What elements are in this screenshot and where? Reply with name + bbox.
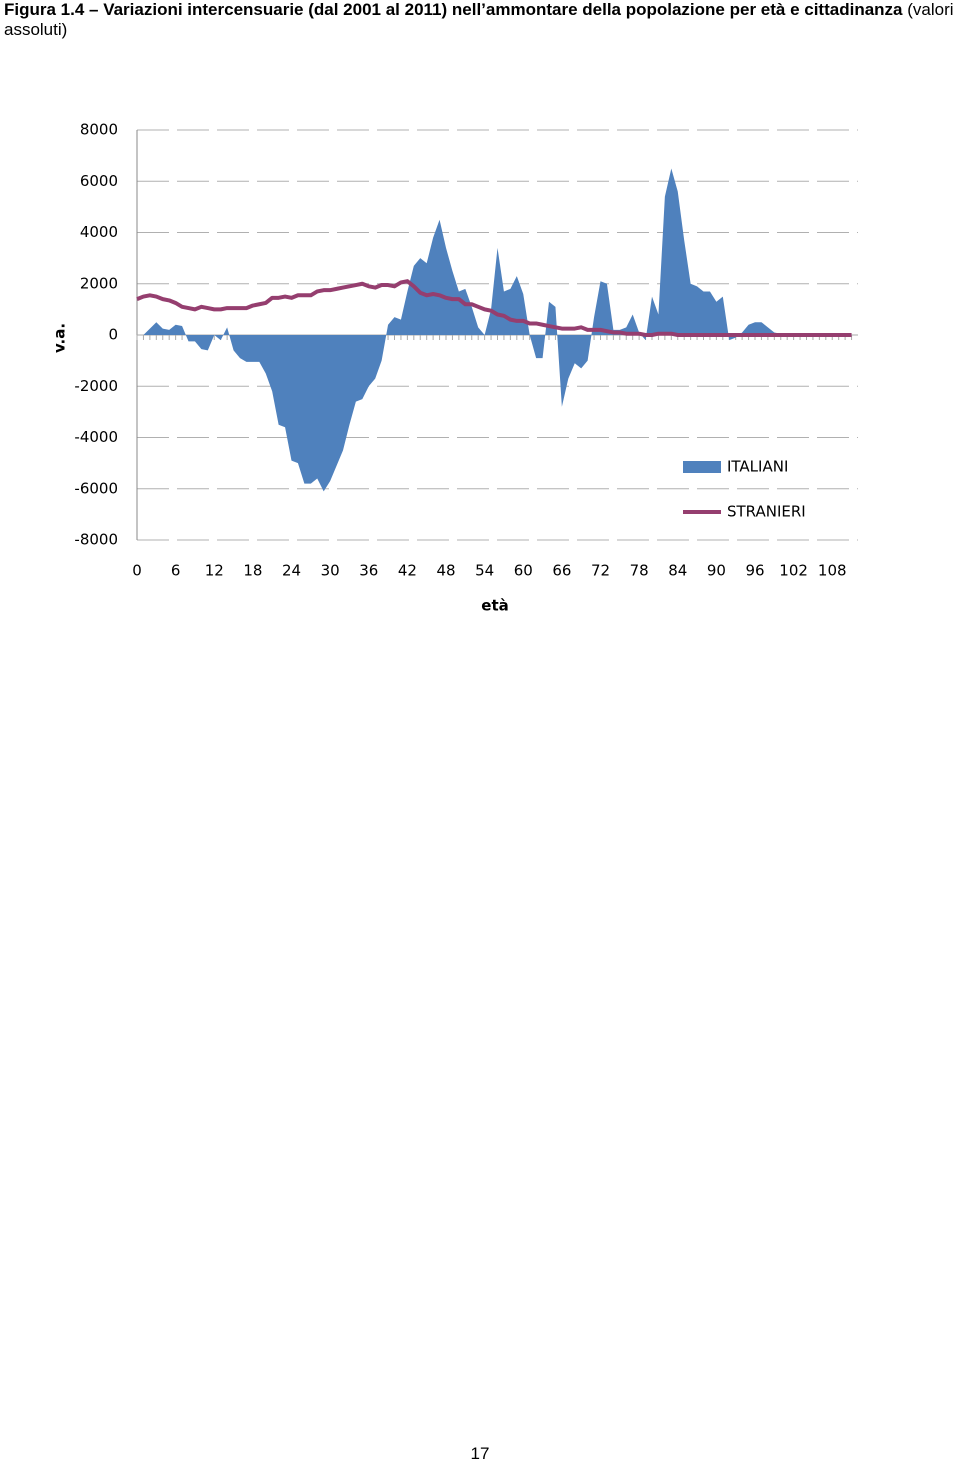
- x-tick-label: 66: [552, 562, 571, 580]
- y-tick-label: 2000: [80, 274, 118, 292]
- legend-swatch: [683, 461, 721, 473]
- y-tick-label: -4000: [74, 428, 118, 446]
- chart: -8000 -6000 -4000 -2000 0 2000 4000 6000 8000 0 6 1…: [51, 121, 858, 615]
- legend-label: ITALIANI: [727, 458, 788, 476]
- page-number: 17: [470, 1444, 490, 1463]
- y-tick-label: 8000: [80, 121, 118, 139]
- x-tick-label: 54: [475, 562, 494, 580]
- x-axis-title: età: [481, 597, 508, 615]
- chart-subtitle: (valori assoluti): [4, 0, 954, 39]
- x-tick-label: 36: [359, 562, 378, 580]
- x-tick-label: 96: [745, 562, 764, 580]
- x-tick-label: 90: [707, 562, 726, 580]
- y-tick-label: -2000: [74, 377, 118, 395]
- y-tick-label: 4000: [80, 223, 118, 241]
- x-tick-label: 42: [398, 562, 417, 580]
- line: [136, 279, 852, 337]
- y-tick-label: 6000: [80, 172, 118, 190]
- x-tick-label: 30: [321, 562, 340, 580]
- chart-title-block: Figura 1.4 – Variazioni intercensuarie (…: [4, 0, 960, 40]
- y-axis-title: v.a.: [51, 323, 69, 353]
- y-tick-label: -6000: [74, 479, 118, 497]
- y-tick-label: 0: [108, 326, 118, 344]
- x-tick-label: 18: [243, 562, 262, 580]
- legend-label: STRANIERI: [727, 503, 806, 521]
- x-tick-label: 102: [779, 562, 808, 580]
- x-tick-label: 72: [591, 562, 610, 580]
- x-tick-label: 6: [171, 562, 181, 580]
- chart-title: Figura 1.4 – Variazioni intercensuarie (…: [4, 0, 903, 19]
- x-tick-label: 48: [436, 562, 455, 580]
- x-tick-label: 108: [818, 562, 847, 580]
- x-tick-label: 12: [205, 562, 224, 580]
- y-tick-label: -8000: [74, 531, 118, 549]
- x-tick-label: 24: [282, 562, 301, 580]
- x-tick-label: 60: [514, 562, 533, 580]
- area: [137, 168, 852, 492]
- x-tick-label: 78: [630, 562, 649, 580]
- x-tick-label: 0: [132, 562, 142, 580]
- x-tick-label: 84: [668, 562, 687, 580]
